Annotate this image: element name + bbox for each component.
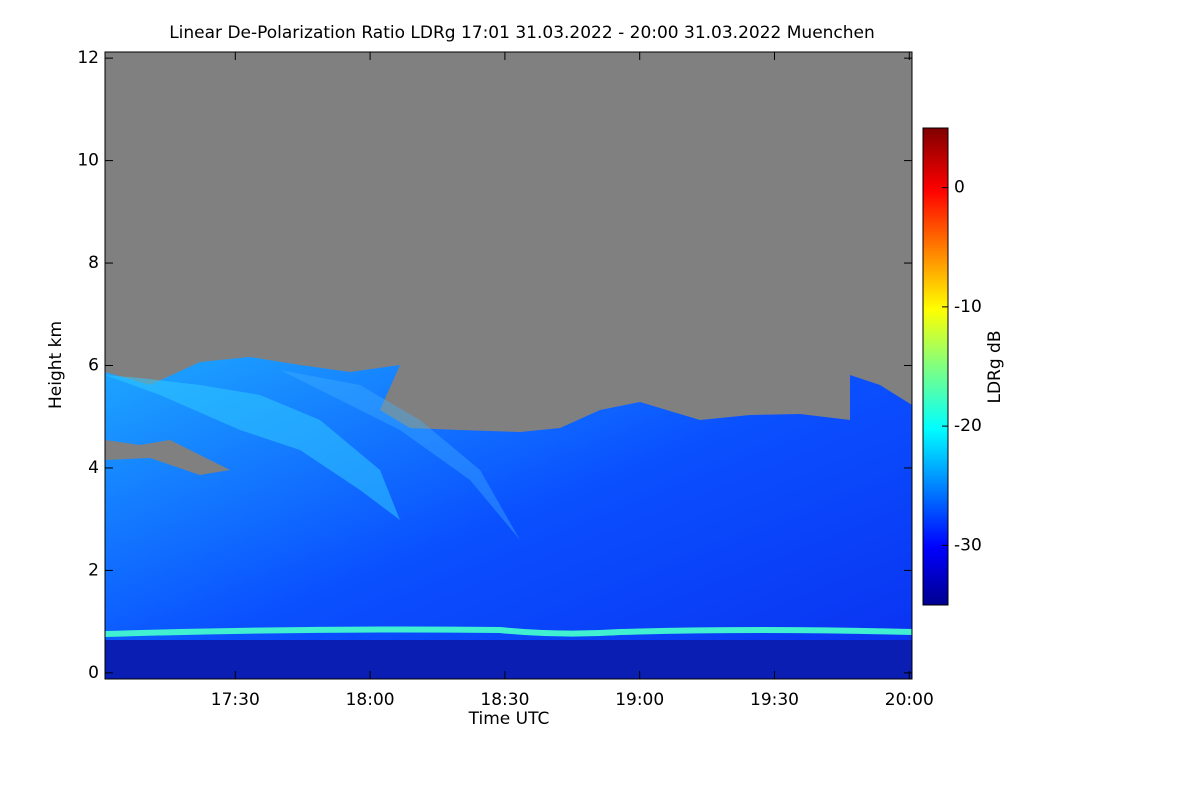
- x-tick-label: 18:00: [346, 690, 395, 710]
- colorbar-label: LDRg dB: [985, 330, 1005, 403]
- y-tick-label: 6: [88, 356, 99, 376]
- colorbar-tick-label: -20: [954, 416, 982, 436]
- x-tick-label: 18:30: [480, 690, 529, 710]
- x-tick-label: 19:00: [615, 690, 664, 710]
- y-tick-label: 12: [77, 48, 99, 68]
- x-axis-label: Time UTC: [468, 709, 550, 729]
- y-tick-label: 8: [88, 253, 99, 273]
- boundary-layer: [105, 640, 912, 679]
- x-tick-label: 17:30: [211, 690, 260, 710]
- y-tick-label: 10: [77, 151, 99, 171]
- aerosol-layer: [104, 626, 913, 637]
- colorbar-tick-label: -30: [954, 535, 982, 555]
- colorbar-tick-label: -10: [954, 297, 982, 317]
- y-tick-label: 4: [88, 458, 99, 478]
- y-tick-label: 2: [88, 560, 99, 580]
- y-axis-label: Height km: [46, 321, 66, 409]
- x-tick-label: 20:00: [885, 690, 934, 710]
- colorbar-tick-label: 0: [954, 178, 965, 198]
- colorbar: [922, 127, 949, 606]
- x-tick-label: 19:30: [750, 690, 799, 710]
- chart-title: Linear De-Polarization Ratio LDRg 17:01 …: [169, 23, 875, 43]
- field: [104, 52, 913, 679]
- y-tick-label: 0: [88, 663, 99, 683]
- cloud-streak: [105, 375, 400, 520]
